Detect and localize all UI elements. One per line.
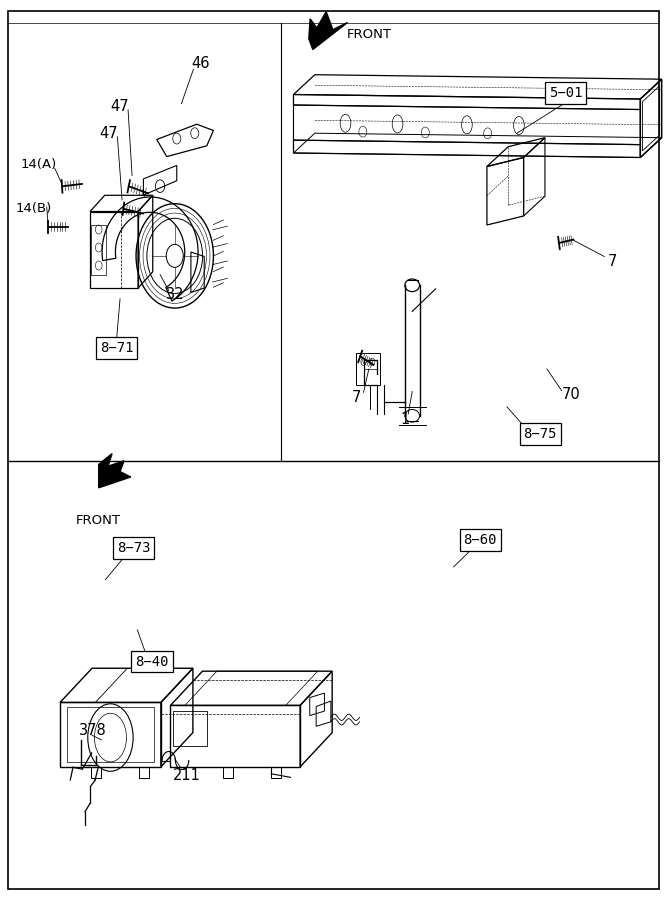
Text: 8−75: 8−75 <box>524 427 557 441</box>
Text: 14(A): 14(A) <box>21 158 57 171</box>
Text: 8−60: 8−60 <box>464 533 497 547</box>
Text: 47: 47 <box>99 126 118 140</box>
Text: 378: 378 <box>79 724 107 738</box>
Text: 7: 7 <box>352 391 362 405</box>
Text: 8−71: 8−71 <box>100 341 133 356</box>
Text: 8−73: 8−73 <box>117 541 150 555</box>
Text: 14(B): 14(B) <box>15 202 51 215</box>
Text: 5−01: 5−01 <box>549 86 582 100</box>
Polygon shape <box>309 12 348 50</box>
Text: 32: 32 <box>165 287 184 302</box>
Text: FRONT: FRONT <box>76 514 121 526</box>
Polygon shape <box>8 11 659 889</box>
Text: 46: 46 <box>191 57 209 71</box>
Text: FRONT: FRONT <box>347 28 392 40</box>
Text: 1: 1 <box>401 412 410 427</box>
Text: 7: 7 <box>608 254 617 268</box>
Text: 211: 211 <box>173 769 201 783</box>
Polygon shape <box>99 454 131 488</box>
Text: 47: 47 <box>111 99 129 113</box>
Text: 70: 70 <box>562 387 580 401</box>
Text: 8−40: 8−40 <box>135 654 169 669</box>
